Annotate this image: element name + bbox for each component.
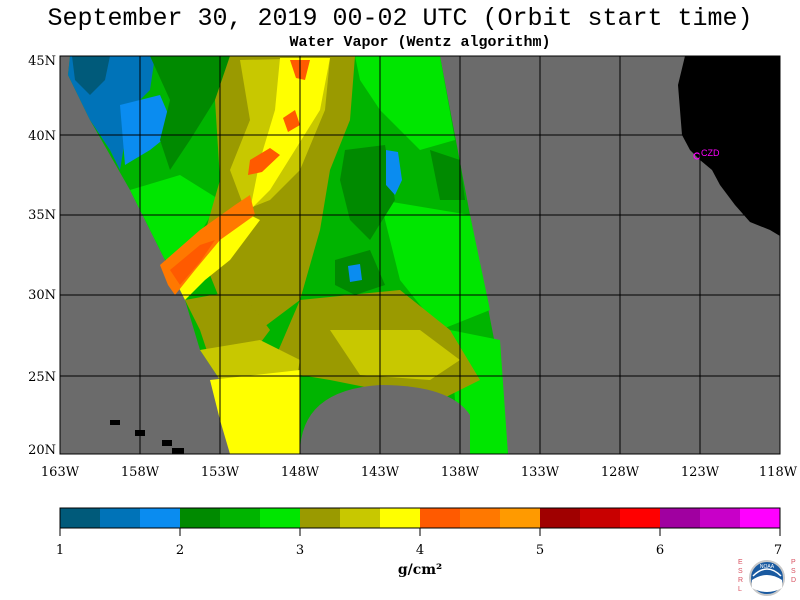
colorbar-tick-label: 5 (536, 543, 544, 558)
colorbar-swatch (580, 508, 621, 528)
swath: CZD (68, 56, 780, 454)
lon-label: 148W (281, 465, 320, 480)
colorbar-swatch (140, 508, 181, 528)
colorbar-swatch (420, 508, 461, 528)
hawaii-island (162, 440, 172, 446)
map-area: CZD (59, 55, 781, 455)
map-frame (59, 55, 781, 455)
colorbar-unit-label: g/cm² (397, 562, 443, 578)
lon-label: 133W (521, 465, 560, 480)
colorbar-swatch (700, 508, 741, 528)
colorbar-tick-label: 1 (56, 543, 64, 558)
colorbar-swatch (540, 508, 581, 528)
colorbar-swatch (660, 508, 701, 528)
lat-axis: 45N 40N 35N 30N 25N 20N (28, 54, 56, 458)
gridlines (60, 56, 780, 454)
station-label: CZD (701, 148, 720, 158)
colorbar-swatch (100, 508, 141, 528)
colorbar-tick-label: 6 (656, 543, 664, 558)
lon-axis: 163W 158W 153W 148W 143W 138W 133W 128W … (41, 465, 798, 480)
lon-label: 158W (121, 465, 160, 480)
lat-label: 25N (28, 370, 56, 385)
colorbar-swatch (620, 508, 661, 528)
colorbar-tick-label: 3 (296, 543, 304, 558)
colorbar-tick-label: 4 (416, 543, 424, 558)
lon-label: 163W (41, 465, 80, 480)
colorbar-swatch (60, 508, 101, 528)
lat-label: 30N (28, 288, 56, 303)
colorbar-tick-label: 7 (774, 543, 782, 558)
page-subtitle: Water Vapor (Wentz algorithm) (289, 34, 551, 51)
lat-label: 40N (28, 129, 56, 144)
lon-label: 118W (759, 465, 798, 480)
colorbar (59, 508, 781, 536)
lon-label: 123W (681, 465, 720, 480)
colorbar-swatch (740, 508, 781, 528)
colorbar-swatch (220, 508, 261, 528)
colorbar-swatch (500, 508, 541, 528)
lon-label: 153W (201, 465, 240, 480)
logo-noaa-text: NOAA (760, 564, 775, 570)
colorbar-swatch (340, 508, 381, 528)
colorbar-swatch (380, 508, 421, 528)
hawaii-island (110, 420, 120, 425)
lat-label: 20N (28, 443, 56, 458)
colorbar-swatch (300, 508, 341, 528)
colorbar-tick-label: 2 (176, 543, 184, 558)
lon-label: 128W (601, 465, 640, 480)
lon-label: 143W (361, 465, 400, 480)
page-title: September 30, 2019 00-02 UTC (Orbit star… (47, 4, 753, 33)
lat-label: 35N (28, 208, 56, 223)
colorbar-swatch (460, 508, 501, 528)
colorbar-swatch (180, 508, 221, 528)
hawaii-island (172, 448, 184, 454)
lon-label: 138W (441, 465, 480, 480)
colorbar-frame (59, 507, 781, 529)
colorbar-swatch (260, 508, 301, 528)
california-land (678, 56, 780, 236)
lat-label: 45N (28, 54, 56, 69)
colorbar-ticks: 1 2 3 4 5 6 7 (56, 543, 782, 558)
